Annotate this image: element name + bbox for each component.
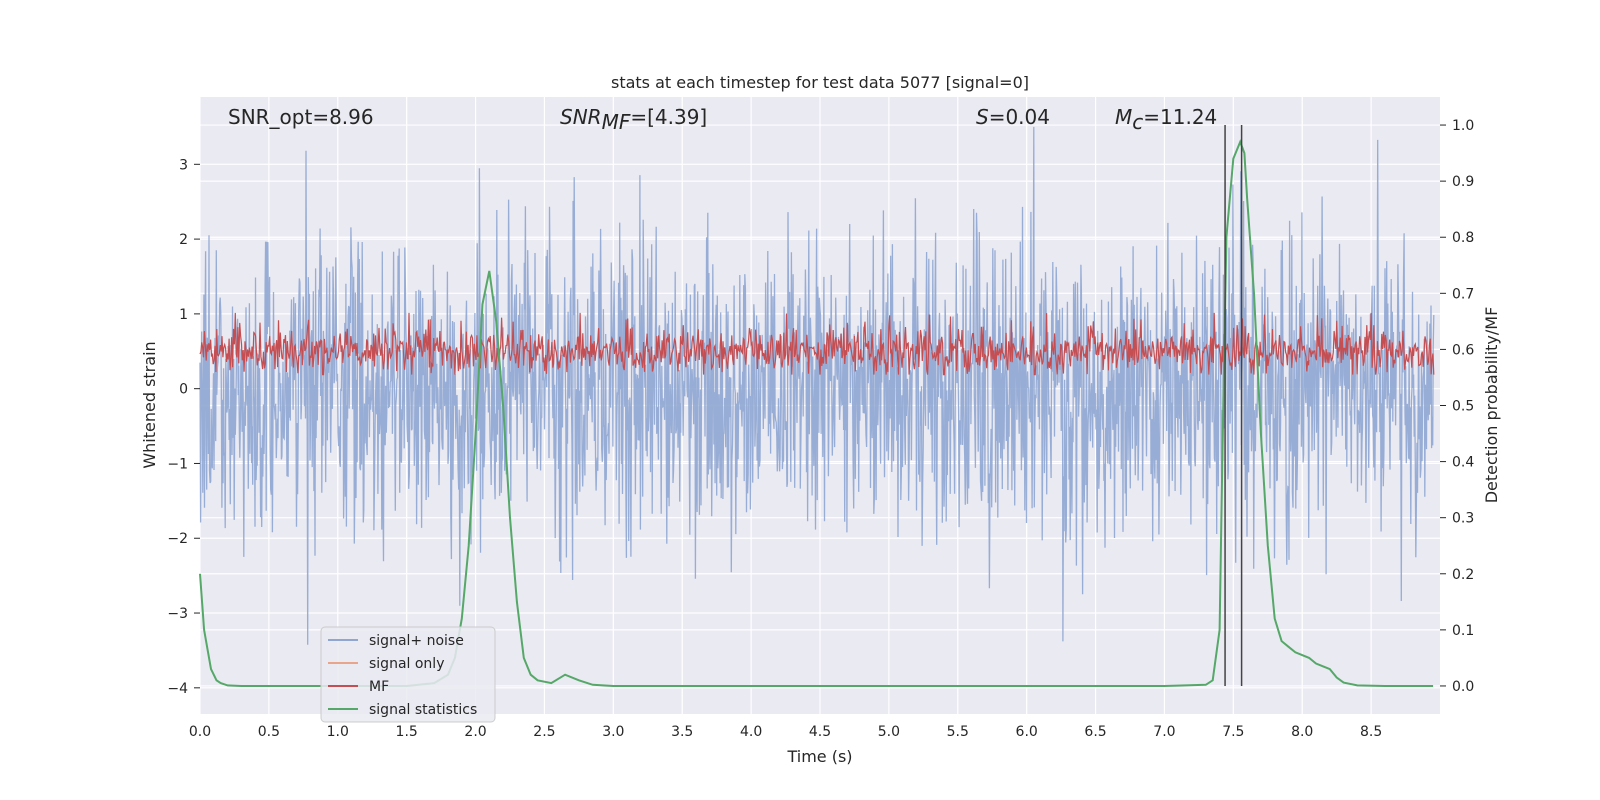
x-tick-label: 1.5 (396, 724, 418, 740)
left-y-tick-label: 0 (179, 382, 188, 398)
right-y-tick-label: 0.8 (1452, 230, 1474, 246)
chart-title: stats at each timestep for test data 507… (611, 73, 1029, 92)
series-mf (199, 312, 1435, 376)
x-tick-label: 3.5 (671, 724, 693, 740)
left-y-tick-label: −4 (167, 681, 188, 697)
right-y-tick-label: 0.0 (1452, 679, 1474, 695)
annotation-mc-value: =11.24 (1143, 105, 1217, 129)
left-y-axis-ticks: −4 −3 −2 −1 0 1 2 3 (167, 157, 200, 697)
legend-label-signal-only: signal only (369, 656, 444, 672)
right-y-tick-label: 0.6 (1452, 342, 1474, 358)
legend-label-mf: MF (369, 679, 389, 695)
x-tick-label: 0.5 (258, 724, 280, 740)
annotation-snr-opt: SNR_opt=8.96 (228, 105, 374, 129)
vertical-markers (1224, 125, 1243, 686)
x-tick-label: 8.5 (1360, 724, 1382, 740)
right-y-tick-label: 0.2 (1452, 567, 1474, 583)
x-tick-label: 6.0 (1016, 724, 1038, 740)
right-y-tick-label: 0.4 (1452, 455, 1474, 471)
right-y-tick-label: 0.7 (1452, 286, 1474, 302)
right-y-axis-ticks: 0.0 0.1 0.2 0.3 0.4 0.5 0.6 0.7 0.8 0.9 1.0 (1440, 118, 1474, 695)
left-y-tick-label: −1 (167, 456, 188, 472)
annotation-snr-mf: SNRMF=[4.39] (560, 105, 707, 134)
x-axis-label: Time (s) (786, 747, 852, 766)
x-tick-label: 1.0 (327, 724, 349, 740)
left-y-tick-label: 1 (179, 307, 188, 323)
annotation-snr-mf-sub: MF (602, 110, 631, 134)
x-tick-label: 4.0 (740, 724, 762, 740)
series-line-mf (199, 312, 1435, 376)
annotation-snr-mf-main: SNR (560, 105, 602, 129)
left-y-tick-label: −3 (167, 606, 188, 622)
x-tick-label: 8.0 (1291, 724, 1313, 740)
annotation-s: S=0.04 (976, 105, 1050, 129)
x-tick-label: 5.0 (878, 724, 900, 740)
left-y-tick-label: 2 (179, 232, 188, 248)
legend-label-signal-noise: signal+ noise (369, 633, 464, 649)
series-signal-noise (199, 126, 1435, 645)
legend: signal+ noise signal only MF signal stat… (320, 626, 496, 723)
x-tick-label: 7.0 (1153, 724, 1175, 740)
annotation-snr-mf-value: =[4.39] (630, 105, 707, 129)
x-tick-label: 7.5 (1222, 724, 1244, 740)
right-y-tick-label: 0.5 (1452, 399, 1474, 415)
annotation-mc: Mc=11.24 (1115, 105, 1217, 134)
right-y-tick-label: 0.9 (1452, 174, 1474, 190)
legend-label-signal-statistics: signal statistics (369, 702, 477, 718)
x-axis-ticks: 0.0 0.5 1.0 1.5 2.0 2.5 3.0 3.5 4.0 4.5 5.0 5.5 6.0 6… (189, 724, 1382, 740)
x-tick-label: 2.0 (464, 724, 486, 740)
series-line-signal-noise (199, 126, 1435, 645)
right-y-axis-label: Detection probability/MF (1482, 307, 1501, 504)
annotation-s-value: =0.04 (989, 105, 1050, 129)
left-y-tick-label: −2 (167, 531, 188, 547)
annotation-mc-main: M (1115, 105, 1132, 129)
annotation-mc-sub: c (1132, 110, 1143, 134)
left-y-axis-label: Whitened strain (140, 341, 159, 468)
right-y-tick-label: 0.3 (1452, 511, 1474, 527)
right-y-tick-label: 0.1 (1452, 623, 1474, 639)
x-tick-label: 4.5 (809, 724, 831, 740)
x-tick-label: 3.0 (602, 724, 624, 740)
x-tick-label: 2.5 (533, 724, 555, 740)
left-y-tick-label: 3 (179, 157, 188, 173)
x-tick-label: 6.5 (1084, 724, 1106, 740)
annotation-s-main: S (976, 105, 989, 129)
right-y-tick-label: 1.0 (1452, 118, 1474, 134)
x-tick-label: 5.5 (947, 724, 969, 740)
legend-box (320, 626, 496, 723)
x-tick-label: 0.0 (189, 724, 211, 740)
